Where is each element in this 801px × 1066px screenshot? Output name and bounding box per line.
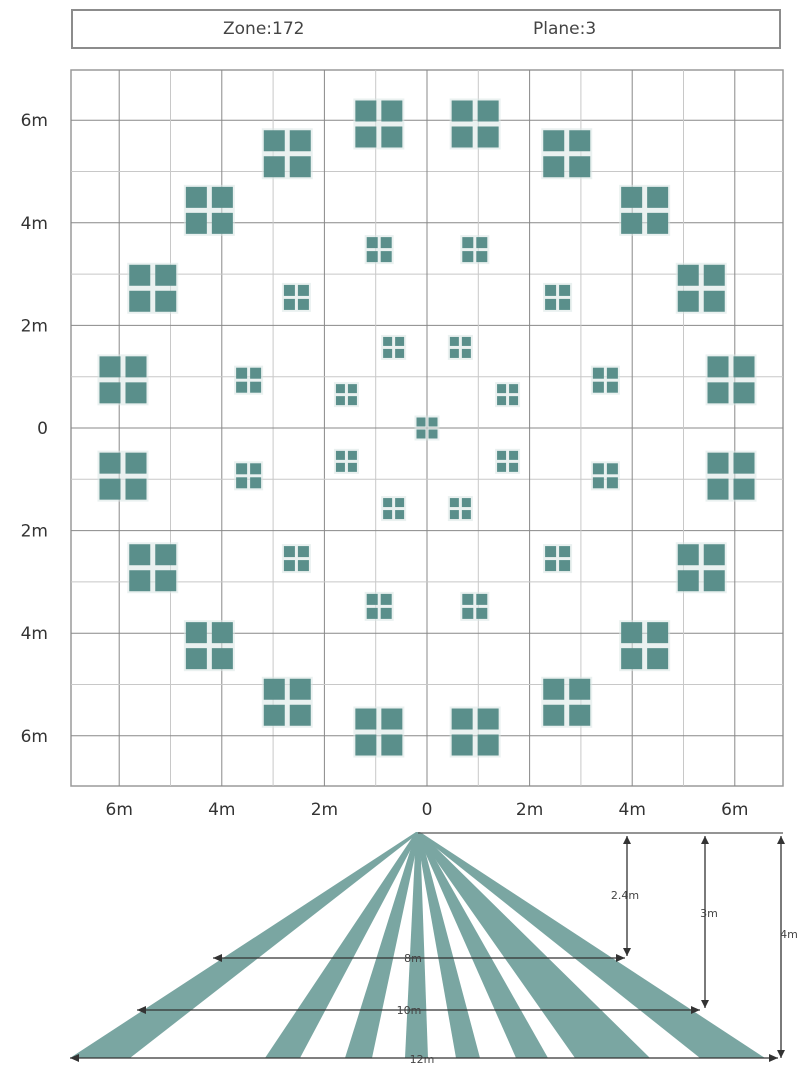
detection-zone: [381, 334, 407, 360]
detection-zone: [543, 544, 573, 574]
width-label-12m: 12m: [410, 1053, 435, 1066]
detection-zone: [127, 542, 179, 594]
detection-zone: [495, 382, 521, 408]
detection-zone: [234, 461, 264, 491]
height-label-2-4m: 2.4m: [611, 889, 639, 902]
y-label: 0: [37, 419, 48, 439]
detection-zone: [705, 354, 757, 406]
detection-zone: [127, 262, 179, 314]
detection-zone: [183, 184, 235, 236]
detection-beam: [416, 832, 480, 1058]
detection-zone: [449, 706, 501, 758]
detection-zones: [97, 98, 757, 758]
header-bar: Zone:172 Plane:3: [71, 9, 781, 49]
detection-zone: [97, 450, 149, 502]
width-label-8m: 8m: [404, 952, 422, 965]
detection-zone: [281, 282, 311, 312]
height-label-4m: 4m: [780, 928, 798, 941]
detection-zone: [590, 461, 620, 491]
detection-zone: [414, 415, 440, 441]
detection-zone: [543, 282, 573, 312]
detection-zone: [460, 591, 490, 621]
detection-beam: [265, 832, 420, 1058]
detection-zone: [97, 354, 149, 406]
detection-beam: [70, 832, 420, 1058]
side-view-labels: 2.4m 3m 4m 8m 10m 12m: [397, 889, 798, 1066]
detection-zone: [541, 676, 593, 728]
y-axis-labels: 6m 4m 2m 0 2m 4m 6m: [21, 111, 48, 747]
detection-zone: [590, 365, 620, 395]
side-view: [70, 832, 785, 1062]
detection-zone: [447, 496, 473, 522]
detection-zone: [364, 591, 394, 621]
detection-zone: [447, 334, 473, 360]
width-label-10m: 10m: [397, 1004, 422, 1017]
plane-count: Plane:3: [533, 19, 597, 39]
x-label: 0: [422, 800, 433, 820]
detection-zone: [261, 676, 313, 728]
detection-zone: [261, 128, 313, 180]
x-axis-labels: 6m 4m 2m 0 2m 4m 6m: [106, 800, 749, 820]
detection-beam: [405, 832, 428, 1058]
detection-zone: [449, 98, 501, 150]
detection-zone: [675, 542, 727, 594]
y-label: 6m: [21, 727, 48, 747]
y-label: 2m: [21, 522, 48, 542]
x-label: 6m: [106, 800, 133, 820]
x-label: 2m: [311, 800, 338, 820]
detection-zone: [364, 235, 394, 265]
detection-zone: [541, 128, 593, 180]
detection-zone: [619, 184, 671, 236]
detection-zone: [619, 620, 671, 672]
detection-zone: [333, 448, 359, 474]
detection-zone: [353, 98, 405, 150]
detection-zone: [281, 544, 311, 574]
detection-beam: [416, 832, 650, 1058]
detection-zone: [381, 496, 407, 522]
detection-zone: [675, 262, 727, 314]
zone-count: Zone:172: [223, 19, 305, 39]
detection-zone: [495, 448, 521, 474]
y-label: 4m: [21, 214, 48, 234]
detection-zone: [705, 450, 757, 502]
detection-beam: [345, 832, 420, 1058]
detection-beam: [416, 832, 765, 1058]
detection-zone: [234, 365, 264, 395]
detection-zone: [353, 706, 405, 758]
detection-zone: [183, 620, 235, 672]
x-label: 2m: [516, 800, 543, 820]
height-label-3m: 3m: [700, 907, 718, 920]
y-label: 6m: [21, 111, 48, 131]
y-label: 2m: [21, 316, 48, 336]
y-label: 4m: [21, 624, 48, 644]
detection-zone: [460, 235, 490, 265]
detection-beam: [416, 832, 548, 1058]
detection-zone: [333, 382, 359, 408]
x-label: 4m: [208, 800, 235, 820]
x-label: 6m: [721, 800, 748, 820]
x-label: 4m: [619, 800, 646, 820]
